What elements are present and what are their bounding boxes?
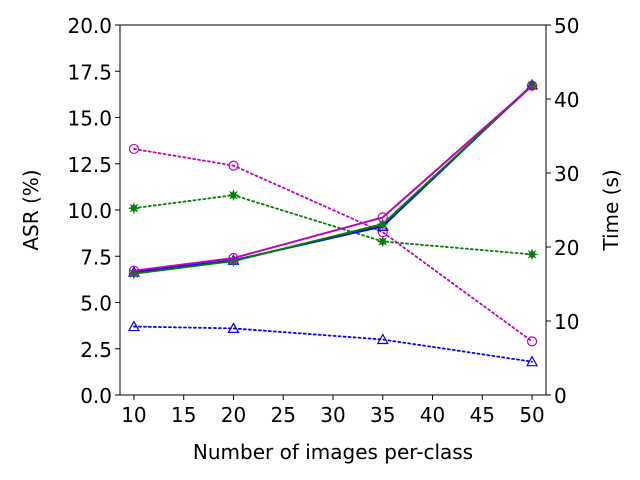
series-line xyxy=(133,84,533,274)
data-point-triangle xyxy=(526,355,539,367)
data-point-circle xyxy=(377,212,388,223)
series-right-triangle xyxy=(127,78,539,277)
x-tick-label: 25 xyxy=(271,403,296,427)
data-point-star xyxy=(227,189,240,202)
series-line xyxy=(133,194,533,256)
series-line xyxy=(133,325,533,363)
series-right-circle xyxy=(128,80,538,276)
x-tick-label: 35 xyxy=(370,403,395,427)
series-left-circle xyxy=(128,143,538,347)
x-tick-label: 40 xyxy=(420,403,445,427)
x-tick-label: 20 xyxy=(221,403,246,427)
right-y-axis-ticks: 0 10 20 30 40 50 xyxy=(546,14,579,408)
right-y-tick-label: 20 xyxy=(554,236,579,260)
right-y-tick-label: 10 xyxy=(554,310,579,334)
right-y-tick-label: 50 xyxy=(554,14,579,38)
left-y-axis-ticks: 0.0 2.5 5.0 7.5 10.0 12.5 15.0 17.5 20.0 xyxy=(67,14,120,408)
series-left-triangle xyxy=(127,320,539,367)
right-y-tick-label: 30 xyxy=(554,162,579,186)
data-point-circle xyxy=(128,143,140,155)
left-y-tick-label: 20.0 xyxy=(67,14,112,38)
x-tick-label: 15 xyxy=(171,403,196,427)
left-y-tick-label: 12.5 xyxy=(67,153,112,177)
series-line xyxy=(133,84,533,275)
left-y-axis-label: ASR (%) xyxy=(19,169,43,250)
series-layer xyxy=(127,78,539,367)
data-point-circle xyxy=(228,253,239,264)
series-line xyxy=(133,84,533,272)
data-point-star xyxy=(376,235,389,248)
left-y-tick-label: 7.5 xyxy=(80,245,112,269)
left-y-tick-label: 15.0 xyxy=(67,107,112,131)
left-y-tick-label: 0.0 xyxy=(80,384,112,408)
series-left-star xyxy=(127,189,539,261)
x-axis-ticks: 10 15 20 25 30 35 40 45 50 xyxy=(121,395,545,427)
x-axis-label: Number of images per-class xyxy=(193,440,473,464)
right-y-tick-label: 40 xyxy=(554,88,579,112)
x-tick-label: 45 xyxy=(470,403,495,427)
data-point-circle xyxy=(526,80,538,91)
x-tick-label: 50 xyxy=(519,403,544,427)
left-y-tick-label: 5.0 xyxy=(80,292,112,316)
x-tick-label: 30 xyxy=(320,403,345,427)
data-point-circle xyxy=(526,336,538,347)
series-line xyxy=(133,148,533,343)
left-y-tick-label: 10.0 xyxy=(67,199,112,223)
x-tick-label: 10 xyxy=(121,403,146,427)
data-point-triangle xyxy=(376,333,389,345)
data-point-circle xyxy=(128,265,140,276)
data-point-triangle xyxy=(127,320,140,332)
data-point-circle xyxy=(228,160,239,171)
right-y-tick-label: 0 xyxy=(554,384,567,408)
left-y-tick-label: 17.5 xyxy=(67,60,112,84)
data-point-star xyxy=(525,248,539,261)
right-y-axis-label: Time (s) xyxy=(599,169,623,251)
data-point-star xyxy=(127,201,141,215)
left-y-tick-label: 2.5 xyxy=(80,338,112,362)
data-point-triangle xyxy=(227,322,240,333)
